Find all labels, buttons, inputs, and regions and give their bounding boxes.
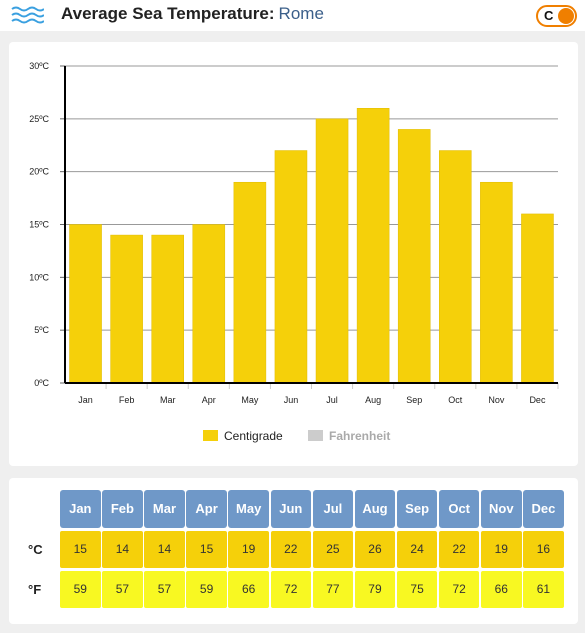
legend-label-fahrenheit: Fahrenheit <box>329 429 390 443</box>
fahrenheit-row-label: °F <box>28 582 42 597</box>
bar-dec <box>521 213 554 384</box>
months-cell-apr: Apr <box>186 490 227 528</box>
x-tick-label: Apr <box>202 395 216 405</box>
sea-temperature-chart: 0ºC 5ºC 10ºC 15ºC 20ºC 25ºC 30ºC Jan Feb Mar Apr Ma… <box>29 61 559 443</box>
bar-jun <box>274 150 308 384</box>
bar-oct <box>439 150 472 384</box>
toggle-knob <box>558 8 574 24</box>
x-tick-label: Sep <box>406 395 422 405</box>
x-tick-label: Feb <box>119 395 135 405</box>
fahrenheit-cell-mar: 57 <box>144 571 185 608</box>
temperature-table: Jan Feb Mar Apr May Jun Jul Aug Sep Oct Nov Dec °C … <box>9 478 578 624</box>
months-cell-dec: Dec <box>523 490 564 528</box>
bar-may <box>233 181 267 384</box>
table-header-row: Jan Feb Mar Apr May Jun Jul Aug Sep Oct Nov Dec <box>9 490 578 528</box>
page-title: Average Sea Temperature: Rome <box>61 4 324 24</box>
unit-toggle-label: C <box>544 8 554 23</box>
y-tick-label: 10ºC <box>29 272 49 282</box>
legend-swatch-centigrade <box>203 430 218 441</box>
fahrenheit-cell-apr: 59 <box>186 571 227 608</box>
fahrenheit-row: °F 59 57 57 59 66 72 77 79 75 72 66 61 <box>9 571 578 608</box>
x-tick-label: Jan <box>78 395 93 405</box>
bar-jul <box>315 118 349 384</box>
celsius-cell-mar: 14 <box>144 531 185 568</box>
fahrenheit-cell-jul: 77 <box>312 571 354 608</box>
chart-panel: 0ºC 5ºC 10ºC 15ºC 20ºC 25ºC 30ºC Jan Feb Mar Apr Ma… <box>9 42 578 466</box>
bar-feb <box>110 234 143 384</box>
bar-jan <box>69 224 102 384</box>
celsius-cell-jan: 15 <box>60 531 101 568</box>
bar-mar <box>151 234 184 384</box>
celsius-row: °C 15 14 14 15 19 22 25 26 24 22 19 16 <box>9 531 578 568</box>
months-cell-sep: Sep <box>396 490 438 528</box>
y-tick-label: 15ºC <box>29 220 49 230</box>
celsius-cell-aug: 26 <box>354 531 396 568</box>
celsius-cell-apr: 15 <box>186 531 227 568</box>
header: Average Sea Temperature: Rome C <box>0 0 585 31</box>
city-name: Rome <box>278 4 324 23</box>
unit-toggle[interactable]: C <box>536 5 577 27</box>
bar-sep <box>397 129 431 384</box>
y-tick-label: 5ºC <box>34 325 49 335</box>
fahrenheit-cell-jun: 72 <box>270 571 312 608</box>
celsius-cell-sep: 24 <box>396 531 438 568</box>
celsius-row-label: °C <box>28 542 43 557</box>
x-tick-label: Aug <box>365 395 381 405</box>
bar-aug <box>356 108 390 384</box>
celsius-cell-jul: 25 <box>312 531 354 568</box>
x-tick-label: Jul <box>326 395 338 405</box>
page-title-text: Average Sea Temperature: <box>61 4 275 23</box>
fahrenheit-cell-feb: 57 <box>102 571 143 608</box>
months-cell-jan: Jan <box>60 490 101 528</box>
fahrenheit-cell-dec: 61 <box>523 571 564 608</box>
celsius-cell-nov: 19 <box>481 531 522 568</box>
waves-icon <box>11 6 44 24</box>
y-tick-label: 0ºC <box>34 378 49 388</box>
fahrenheit-cell-nov: 66 <box>481 571 522 608</box>
months-cell-aug: Aug <box>354 490 396 528</box>
months-cell-jul: Jul <box>312 490 354 528</box>
bar-nov <box>480 181 513 384</box>
fahrenheit-cell-aug: 79 <box>354 571 396 608</box>
months-cell-nov: Nov <box>481 490 522 528</box>
x-tick-label: Oct <box>448 395 463 405</box>
months-cell-mar: Mar <box>144 490 185 528</box>
y-tick-label: 20ºC <box>29 167 49 177</box>
legend-swatch-fahrenheit <box>308 430 323 441</box>
fahrenheit-cell-jan: 59 <box>60 571 101 608</box>
months-cell-jun: Jun <box>270 490 312 528</box>
y-tick-label: 30ºC <box>29 61 49 71</box>
months-cell-oct: Oct <box>438 490 480 528</box>
y-tick-label: 25ºC <box>29 114 49 124</box>
fahrenheit-cell-may: 66 <box>228 571 269 608</box>
months-cell-feb: Feb <box>102 490 143 528</box>
celsius-cell-may: 19 <box>228 531 269 568</box>
celsius-cell-dec: 16 <box>523 531 564 568</box>
legend-label-centigrade: Centigrade <box>224 429 283 443</box>
x-tick-label: Mar <box>160 395 176 405</box>
x-tick-label: May <box>241 395 259 405</box>
months-cell-may: May <box>228 490 269 528</box>
x-tick-label: Jun <box>284 395 299 405</box>
fahrenheit-cell-oct: 72 <box>438 571 480 608</box>
celsius-cell-oct: 22 <box>438 531 480 568</box>
x-tick-label: Nov <box>488 395 505 405</box>
bar-apr <box>192 224 226 384</box>
celsius-cell-feb: 14 <box>102 531 143 568</box>
x-tick-label: Dec <box>529 395 546 405</box>
celsius-cell-jun: 22 <box>270 531 312 568</box>
fahrenheit-cell-sep: 75 <box>396 571 438 608</box>
